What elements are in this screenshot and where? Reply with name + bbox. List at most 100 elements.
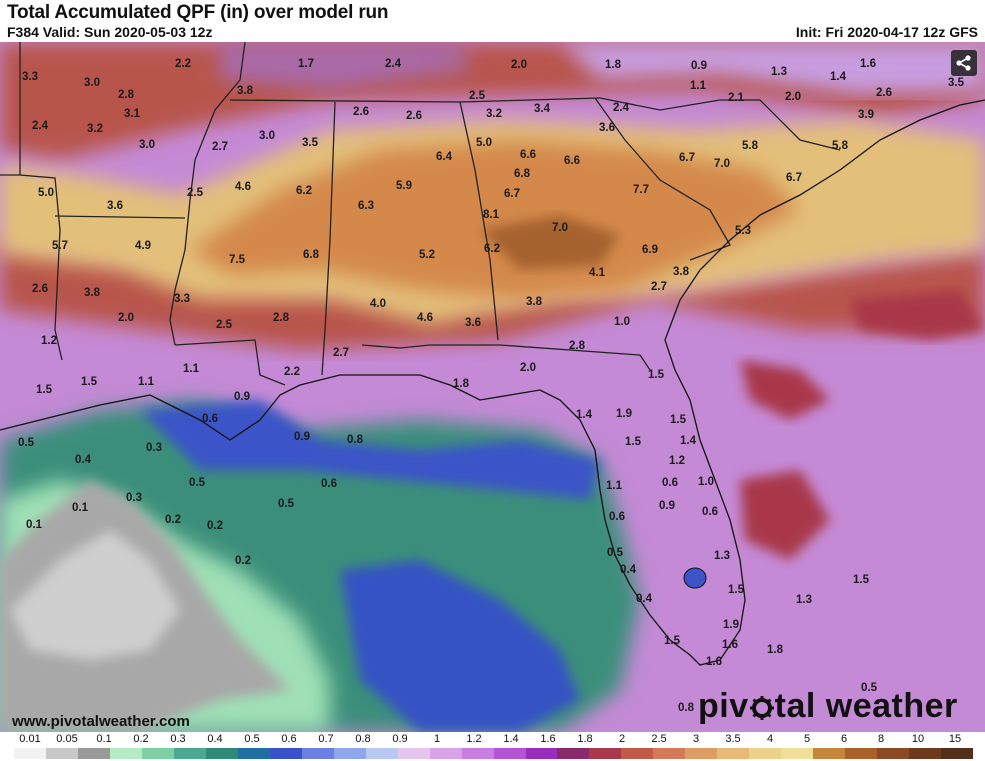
qpf-value: 3.8 [237, 85, 253, 97]
legend-tick-label: 0.4 [207, 733, 223, 745]
qpf-value: 0.4 [636, 593, 652, 605]
share-button[interactable] [951, 50, 977, 76]
brand-text-left: piv [698, 687, 749, 725]
qpf-value: 0.4 [75, 454, 91, 466]
qpf-value: 2.0 [785, 91, 801, 103]
qpf-value: 1.1 [690, 80, 706, 92]
qpf-value: 3.8 [84, 287, 100, 299]
qpf-value: 5.2 [419, 249, 435, 261]
qpf-value: 6.7 [679, 152, 695, 164]
qpf-value: 2.8 [273, 312, 289, 324]
qpf-value: 2.7 [651, 281, 667, 293]
qpf-value: 4.0 [370, 298, 386, 310]
legend-swatch [621, 748, 654, 759]
precip-map[interactable]: 3.3 2.2 1.7 2.4 2.0 1.8 0.9 1.3 1.4 1.6 3.5 3.0 2.8 3… [0, 42, 985, 732]
qpf-value: 1.5 [648, 369, 664, 381]
qpf-value: 1.8 [605, 59, 621, 71]
qpf-value: 1.5 [36, 384, 52, 396]
shade-blue-south [340, 560, 580, 732]
qpf-value: 1.5 [664, 635, 680, 647]
page-title: Total Accumulated QPF (in) over model ru… [7, 2, 389, 23]
qpf-value: 0.6 [609, 511, 625, 523]
qpf-value: 1.2 [669, 455, 685, 467]
qpf-value: 3.1 [124, 108, 140, 120]
qpf-value: 0.5 [18, 437, 34, 449]
legend-swatch [813, 748, 846, 759]
legend-swatch [141, 748, 174, 759]
qpf-value: 0.6 [662, 477, 678, 489]
legend-swatch [429, 748, 462, 759]
legend-swatch [781, 748, 814, 759]
qpf-value: 0.6 [321, 478, 337, 490]
legend-swatch [269, 748, 302, 759]
coastline [0, 99, 985, 666]
qpf-value: 2.6 [406, 110, 422, 122]
qpf-value: 2.1 [728, 92, 744, 104]
legend-tick-label: 15 [948, 733, 962, 745]
qpf-value: 2.8 [569, 340, 585, 352]
qpf-value: 0.6 [702, 506, 718, 518]
qpf-value: 0.5 [861, 682, 877, 694]
qpf-value: 2.8 [118, 89, 134, 101]
qpf-value: 6.2 [484, 243, 500, 255]
qpf-value: 6.7 [504, 188, 520, 200]
qpf-value: 0.2 [207, 520, 223, 532]
qpf-value: 3.0 [84, 77, 100, 89]
qpf-value: 3.5 [302, 137, 318, 149]
share-icon [956, 55, 971, 71]
legend-swatch [14, 748, 46, 759]
brand-logo: piv tal weather [698, 687, 958, 726]
qpf-value: 2.2 [284, 366, 300, 378]
shade-orange-core [190, 140, 800, 300]
qpf-value: 1.3 [796, 594, 812, 606]
qpf-value: 0.8 [678, 702, 694, 714]
qpf-value: 0.5 [607, 547, 623, 559]
shade-lavender-northeast [560, 42, 985, 95]
legend-swatch [749, 748, 782, 759]
qpf-value: 2.4 [385, 58, 401, 70]
legend-swatch [717, 748, 750, 759]
legend-swatch [941, 748, 974, 759]
shade-max-core [480, 215, 620, 270]
qpf-value: 7.7 [633, 184, 649, 196]
qpf-value: 1.7 [298, 58, 314, 70]
qpf-value: 8.1 [483, 209, 499, 221]
qpf-value: 3.3 [22, 71, 38, 83]
qpf-value: 2.0 [118, 312, 134, 324]
qpf-value: 7.0 [714, 158, 730, 170]
qpf-value: 1.5 [853, 574, 869, 586]
qpf-value: 1.5 [625, 436, 641, 448]
legend-tick-label: 1.6 [540, 733, 556, 745]
legend-swatch [333, 748, 366, 759]
state-borders [0, 42, 841, 386]
legend-swatch [685, 748, 718, 759]
qpf-value: 5.3 [735, 225, 751, 237]
legend-tick-label: 0.1 [96, 733, 112, 745]
qpf-value: 1.8 [767, 644, 783, 656]
qpf-value: 3.0 [139, 139, 155, 151]
legend-tick-label: 1 [433, 733, 441, 745]
brand-text-right: tal weather [774, 687, 958, 725]
qpf-value: 1.8 [453, 378, 469, 390]
qpf-value: 1.2 [41, 335, 57, 347]
legend-tick-label: 0.2 [133, 733, 149, 745]
qpf-value: 1.4 [830, 71, 846, 83]
qpf-value: 2.2 [175, 58, 191, 70]
legend-tick-label: 1.2 [466, 733, 482, 745]
shade-band-red-south [0, 240, 985, 350]
legend-colorbar [14, 748, 974, 759]
qpf-value: 3.2 [87, 123, 103, 135]
lake-okeechobee [683, 567, 707, 589]
qpf-value: 7.5 [229, 254, 245, 266]
qpf-value: 0.2 [235, 555, 251, 567]
qpf-value: 0.3 [146, 442, 162, 454]
qpf-value: 2.7 [212, 141, 228, 153]
qpf-value: 3.8 [673, 266, 689, 278]
qpf-value: 5.9 [396, 180, 412, 192]
legend-swatch [557, 748, 590, 759]
qpf-value: 0.3 [126, 492, 142, 504]
qpf-value: 2.5 [187, 187, 203, 199]
qpf-value: 3.0 [259, 130, 275, 142]
qpf-value: 0.1 [26, 519, 42, 531]
shade-purple-north [220, 42, 470, 90]
